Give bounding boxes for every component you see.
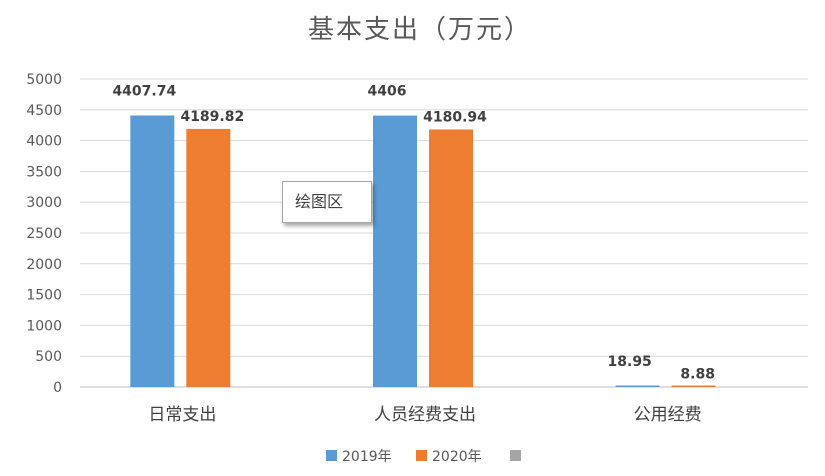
legend-label: 2019年 (342, 449, 392, 465)
legend: 2019年 2020年 (326, 449, 521, 465)
bars (130, 115, 716, 388)
y-tick-label: 3000 (26, 195, 62, 211)
bar-series2 (186, 128, 231, 387)
y-axis-ticks: 0 500 1000 1500 2000 2500 3000 3500 4000 4500 5000 (26, 72, 62, 396)
y-tick-label: 4500 (26, 103, 62, 119)
data-label: 8.88 (680, 366, 715, 382)
y-tick-label: 0 (53, 380, 62, 396)
data-label: 18.95 (608, 354, 652, 370)
data-label: 4407.74 (112, 83, 176, 99)
y-tick-label: 2000 (26, 257, 62, 273)
plot-area-tooltip: 绘图区 (282, 181, 372, 223)
data-label: 4406 (368, 84, 407, 100)
y-tick-label: 2500 (26, 226, 62, 242)
y-tick-label: 3500 (26, 164, 62, 180)
bar-series2 (671, 385, 716, 387)
data-label: 4180.94 (423, 109, 487, 125)
bar-series1 (615, 385, 660, 387)
y-tick-label: 5000 (26, 72, 62, 88)
chart-title: 基本支出（万元） (308, 15, 532, 45)
legend-label: 2020年 (432, 449, 482, 465)
bar-series1 (373, 115, 417, 388)
legend-swatch (416, 450, 427, 461)
x-category-label: 人员经费支出 (374, 405, 476, 425)
y-tick-label: 500 (35, 349, 62, 365)
bar-series1 (130, 115, 175, 387)
x-axis-categories: 日常支出 人员经费支出 公用经费 (148, 405, 701, 425)
legend-swatch (326, 450, 337, 461)
y-tick-label: 4000 (26, 134, 62, 150)
legend-swatch (510, 450, 521, 461)
y-tick-label: 1000 (26, 318, 62, 334)
bar-series2 (429, 129, 473, 387)
x-category-label: 日常支出 (148, 405, 216, 425)
y-tick-label: 1500 (26, 288, 62, 304)
x-category-label: 公用经费 (634, 405, 702, 425)
data-label: 4189.82 (180, 109, 244, 125)
